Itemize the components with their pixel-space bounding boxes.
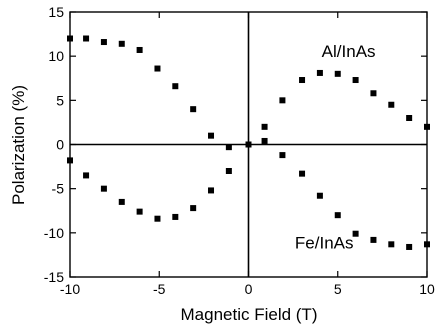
x-axis-ticks: -10 -5 0 5 10: [60, 12, 435, 297]
series-fe-inas: [67, 35, 430, 250]
y-tick-label: 5: [56, 92, 64, 108]
series-al-inas: [67, 69, 430, 222]
data-markers: [67, 35, 430, 250]
y-axis-ticks: -15 -10 -5 0 5 10 15: [44, 4, 427, 285]
data-point: [406, 243, 413, 250]
y-tick-label: 0: [56, 137, 64, 153]
data-point: [334, 70, 341, 77]
x-tick-label: 0: [245, 281, 253, 297]
data-point: [67, 35, 73, 42]
data-point: [225, 144, 232, 151]
data-point: [100, 185, 107, 192]
data-point: [118, 40, 125, 47]
data-point: [388, 101, 395, 108]
data-point: [388, 241, 395, 248]
series-annotations: Al/InAs Fe/InAs: [295, 42, 376, 253]
x-tick-label: -5: [153, 281, 166, 297]
data-point: [67, 157, 73, 164]
data-point: [136, 208, 143, 215]
data-point: [424, 241, 430, 248]
data-point: [245, 141, 252, 148]
data-point: [208, 132, 215, 139]
data-point: [118, 198, 125, 205]
data-point: [154, 65, 161, 72]
data-point: [261, 137, 268, 144]
data-point: [299, 170, 306, 177]
series-label: Fe/InAs: [295, 234, 354, 253]
data-point: [261, 123, 268, 130]
x-tick-label: 5: [334, 281, 342, 297]
data-point: [279, 152, 286, 159]
data-point: [279, 97, 286, 104]
data-point: [136, 46, 143, 53]
data-point: [352, 230, 359, 237]
data-point: [225, 168, 232, 174]
y-tick-label: -10: [44, 225, 64, 241]
data-point: [316, 192, 323, 199]
data-point: [190, 205, 197, 212]
data-point: [316, 69, 323, 76]
x-tick-label: 10: [419, 281, 435, 297]
data-point: [154, 215, 161, 222]
data-point: [83, 35, 90, 42]
y-tick-label: 10: [48, 48, 64, 64]
data-point: [334, 212, 341, 219]
data-point: [424, 123, 430, 130]
data-point: [172, 213, 179, 220]
y-tick-label: -5: [52, 181, 65, 197]
data-point: [299, 77, 306, 84]
y-axis-title: Polarization (%): [9, 85, 28, 205]
data-point: [83, 172, 90, 179]
data-point: [100, 39, 107, 46]
data-point: [370, 236, 377, 243]
x-axis-title: Magnetic Field (T): [181, 305, 318, 324]
y-tick-label: 15: [48, 4, 64, 20]
data-point: [406, 115, 413, 121]
data-point: [172, 83, 179, 90]
x-tick-label: -10: [60, 281, 80, 297]
series-label: Al/InAs: [322, 42, 376, 61]
y-tick-label: -15: [44, 269, 64, 285]
data-point: [208, 187, 215, 194]
data-point: [190, 106, 197, 113]
data-point: [352, 77, 359, 84]
data-point: [370, 90, 377, 97]
